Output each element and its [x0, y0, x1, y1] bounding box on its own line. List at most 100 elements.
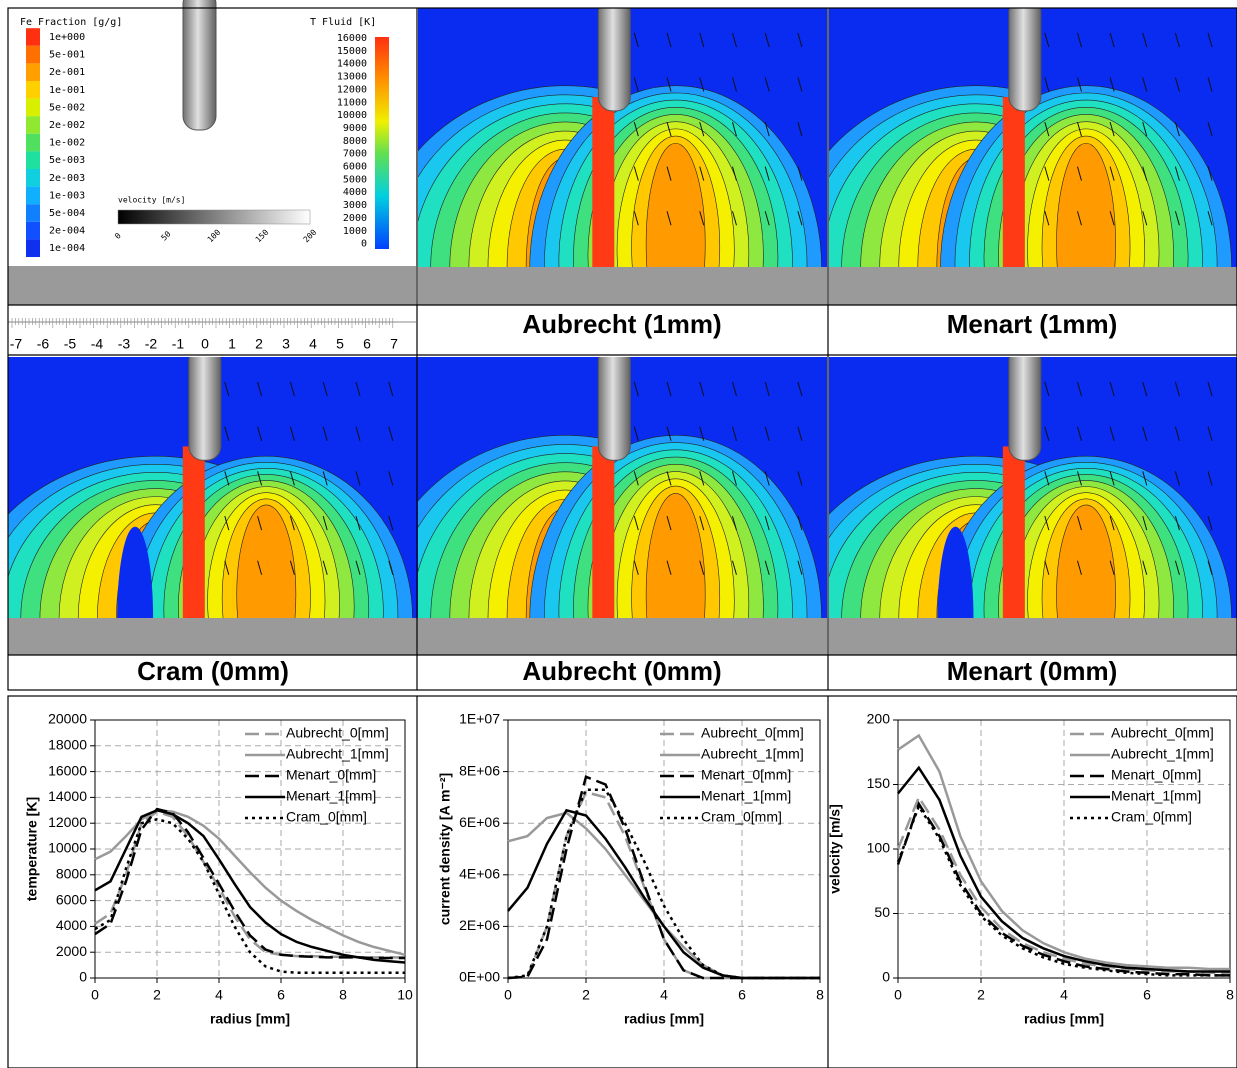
x-tick-label: 4: [1060, 987, 1068, 1003]
velocity-arrow: [322, 381, 328, 397]
velocity-arrow: [1174, 381, 1180, 397]
velocity-arrow: [1044, 166, 1050, 181]
y-axis-label: velocity [m/s]: [827, 804, 843, 893]
velocity-arrow: [764, 77, 770, 92]
simulation-image: [418, 8, 827, 305]
fe-label: 2e-004: [49, 226, 85, 237]
velocity-arrow: [797, 32, 803, 48]
temperature-label: 2000: [343, 213, 367, 224]
velocity-arrow: [666, 121, 672, 137]
velocity-arrow: [699, 77, 705, 92]
fe-label: 5e-001: [49, 50, 85, 61]
ruler-label: 1: [228, 336, 236, 352]
velocity-arrow: [633, 166, 639, 181]
x-axis-label: radius [mm]: [210, 1011, 290, 1027]
velocity-arrow: [289, 560, 295, 575]
velocity-arrow: [797, 211, 803, 226]
fe-swatch: [26, 116, 40, 134]
velocity-arrow: [322, 515, 328, 531]
velocity-arrow: [1044, 426, 1050, 441]
velocity-arrow: [355, 426, 361, 441]
series-line: [94, 818, 405, 975]
ruler-label: 7: [390, 336, 398, 352]
y-tick-label: 2E+06: [459, 917, 500, 933]
velocity-arrow: [797, 121, 803, 137]
panel-caption: Menart (1mm): [947, 309, 1117, 339]
y-tick-label: 14000: [48, 788, 87, 804]
velocity-arrow: [731, 121, 737, 137]
velocity-arrow: [666, 471, 672, 486]
ruler-label: -1: [172, 336, 185, 352]
velocity-arrow: [633, 211, 639, 226]
velocity-arrow: [1076, 515, 1082, 531]
velocity-arrow: [633, 471, 639, 486]
velocity-arrow: [666, 426, 672, 441]
velocity-arrow: [731, 211, 737, 226]
velocity-arrow: [1207, 471, 1213, 486]
x-tick-label: 4: [660, 987, 668, 1003]
temperature-title: T Fluid [K]: [310, 17, 376, 28]
electrode: [597, 357, 631, 461]
legend-label: Cram_0[mm]: [701, 809, 782, 825]
velocity-arrow: [797, 166, 803, 181]
fe-swatch: [26, 221, 40, 240]
velocity-arrow: [699, 426, 705, 441]
velocity-arrow: [289, 426, 295, 441]
velocity-arrow: [633, 32, 639, 48]
x-tick-label: 8: [1226, 987, 1234, 1003]
velocity-arrow: [1109, 426, 1115, 441]
fe-swatch: [26, 151, 40, 169]
velocity-arrow: [699, 471, 705, 486]
velocity-arrow: [666, 211, 672, 226]
velocity-arrow: [289, 381, 295, 397]
y-tick-label: 10000: [48, 840, 87, 856]
ruler-label: 0: [201, 336, 209, 352]
velocity-arrow: [1109, 166, 1115, 181]
velocity-arrow: [731, 381, 737, 397]
velocity-arrow: [1207, 166, 1213, 181]
velocity-arrow: [666, 77, 672, 92]
y-tick-label: 6000: [56, 891, 87, 907]
velocity-arrow: [666, 381, 672, 397]
velocity-arrow: [224, 426, 230, 441]
y-tick-label: 0: [79, 969, 87, 985]
velocity-arrow: [1174, 77, 1180, 92]
series-line: [507, 808, 820, 980]
velocity-arrow: [355, 515, 361, 531]
velocity-arrow: [1109, 211, 1115, 226]
x-tick-label: 8: [339, 987, 347, 1003]
ruler-label: -2: [145, 336, 158, 352]
velocity-arrow: [633, 381, 639, 397]
y-tick-label: 0E+00: [459, 969, 500, 985]
legend-label: Aubrecht_0[mm]: [1111, 725, 1214, 741]
velocity-arrow: [764, 515, 770, 531]
simulation-image: [8, 357, 418, 655]
velocity-arrow: [388, 471, 394, 486]
legend-label: Menart_0[mm]: [701, 767, 791, 783]
fe-swatch: [26, 98, 40, 117]
velocity-arrow: [731, 515, 737, 531]
temperature-label: 16000: [337, 33, 367, 44]
velocity-arrow: [322, 560, 328, 575]
velocity-arrow: [224, 515, 230, 531]
velocity-arrow: [322, 426, 328, 441]
velocity-arrow: [797, 560, 803, 575]
fe-title: Fe Fraction [g/g]: [20, 17, 122, 28]
velocity-arrow: [388, 515, 394, 531]
velocity-arrow: [797, 515, 803, 531]
velocity-arrow: [355, 560, 361, 575]
temperature-label: 4000: [343, 187, 367, 198]
velocity-arrow: [1142, 77, 1148, 92]
velocity-arrow: [1076, 77, 1082, 92]
velocity-arrow: [764, 560, 770, 575]
velocity-arrow: [1076, 121, 1082, 137]
velocity-label: 0: [113, 231, 123, 241]
velocity-arrow: [699, 381, 705, 397]
iron-column: [1002, 446, 1025, 655]
temperature-label: 7000: [343, 149, 367, 160]
iron-column: [592, 446, 615, 655]
temperature-label: 14000: [337, 59, 367, 70]
contour-right: [645, 142, 706, 305]
y-tick-label: 6E+06: [459, 814, 500, 830]
velocity-arrow: [1044, 211, 1050, 226]
